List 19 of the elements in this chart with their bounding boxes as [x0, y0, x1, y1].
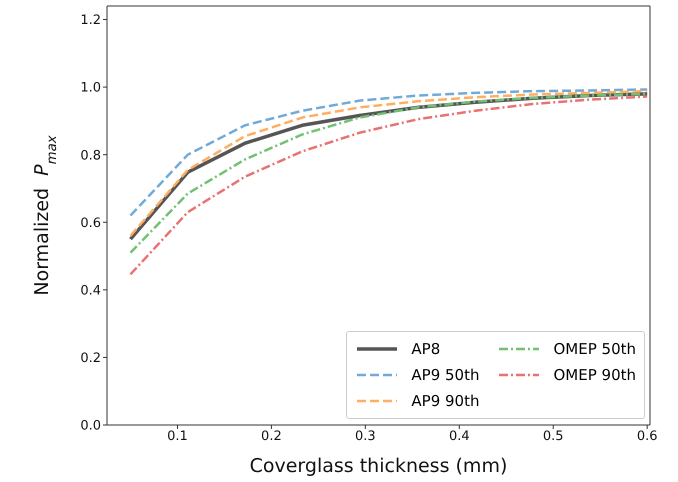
legend-label: OMEP 90th: [553, 366, 636, 384]
x-axis-title: Coverglass thickness (mm): [250, 455, 508, 477]
legend-label: AP9 90th: [411, 392, 480, 410]
legend-label: AP8: [411, 340, 440, 358]
x-tick-label: 0.4: [448, 429, 470, 444]
y-tick-label: 0.0: [80, 418, 101, 434]
x-tick-label: 0.3: [355, 429, 376, 444]
x-tick-label: 0.6: [636, 429, 658, 444]
x-tick-label: 0.2: [261, 429, 282, 444]
y-tick-label: 0.2: [80, 351, 101, 366]
y-tick-label: 0.8: [80, 148, 101, 164]
legend-label: OMEP 50th: [553, 340, 636, 358]
x-tick-label: 0.1: [167, 429, 188, 444]
legend-label: AP9 50th: [411, 366, 480, 384]
y-tick-label: 0.6: [80, 216, 101, 231]
y-tick-label: 1.2: [80, 13, 101, 28]
y-tick-label: 0.4: [80, 283, 101, 298]
x-tick-label: 0.5: [542, 429, 564, 444]
y-tick-label: 1.0: [80, 80, 101, 96]
